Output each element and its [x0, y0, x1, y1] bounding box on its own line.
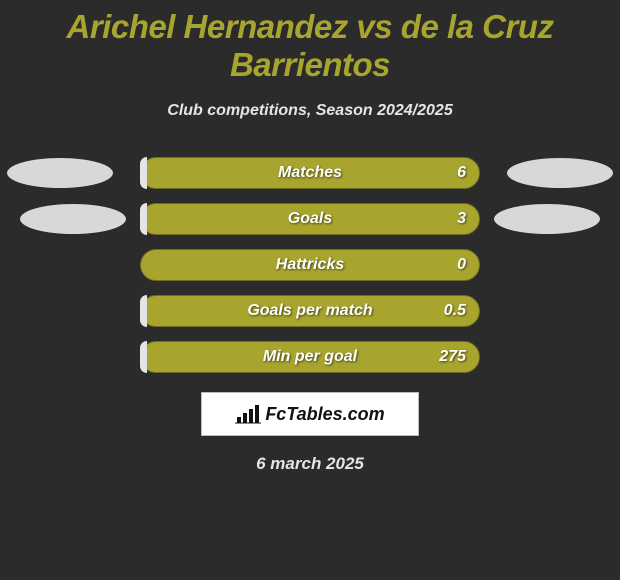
stat-label: Goals per match — [247, 302, 372, 320]
stat-bar: Goals 3 — [140, 203, 480, 235]
stat-value-right: 3 — [457, 210, 466, 228]
player-left-marker — [20, 204, 126, 234]
stat-value-right: 275 — [439, 348, 466, 366]
subtitle: Club competitions, Season 2024/2025 — [0, 102, 620, 120]
bar-left-fill — [140, 157, 147, 189]
stat-row: Min per goal 275 — [10, 334, 610, 380]
bar-chart-icon — [235, 403, 261, 425]
stat-row: Goals per match 0.5 — [10, 288, 610, 334]
stat-row: Goals 3 — [10, 196, 610, 242]
stat-value-right: 0.5 — [444, 302, 466, 320]
brand-text: FcTables.com — [265, 404, 384, 425]
bar-left-fill — [140, 295, 147, 327]
bar-left-fill — [140, 203, 147, 235]
stat-value-right: 6 — [457, 164, 466, 182]
player-right-marker — [494, 204, 600, 234]
player-left-marker — [7, 158, 113, 188]
bar-left-fill — [140, 341, 147, 373]
stat-bar: Min per goal 275 — [140, 341, 480, 373]
stat-row: Hattricks 0 — [10, 242, 610, 288]
stat-bar: Matches 6 — [140, 157, 480, 189]
brand-box[interactable]: FcTables.com — [201, 392, 419, 436]
stat-label: Hattricks — [276, 256, 344, 274]
stat-bar: Goals per match 0.5 — [140, 295, 480, 327]
stat-label: Goals — [288, 210, 332, 228]
stats-area: Matches 6 Goals 3 Hattricks 0 — [0, 150, 620, 380]
stat-row: Matches 6 — [10, 150, 610, 196]
stat-label: Matches — [278, 164, 342, 182]
stat-value-right: 0 — [457, 256, 466, 274]
stat-label: Min per goal — [263, 348, 357, 366]
stat-bar: Hattricks 0 — [140, 249, 480, 281]
root-container: Arichel Hernandez vs de la Cruz Barrient… — [0, 0, 620, 580]
date-text: 6 march 2025 — [0, 454, 620, 474]
player-right-marker — [507, 158, 613, 188]
page-title: Arichel Hernandez vs de la Cruz Barrient… — [0, 0, 620, 84]
